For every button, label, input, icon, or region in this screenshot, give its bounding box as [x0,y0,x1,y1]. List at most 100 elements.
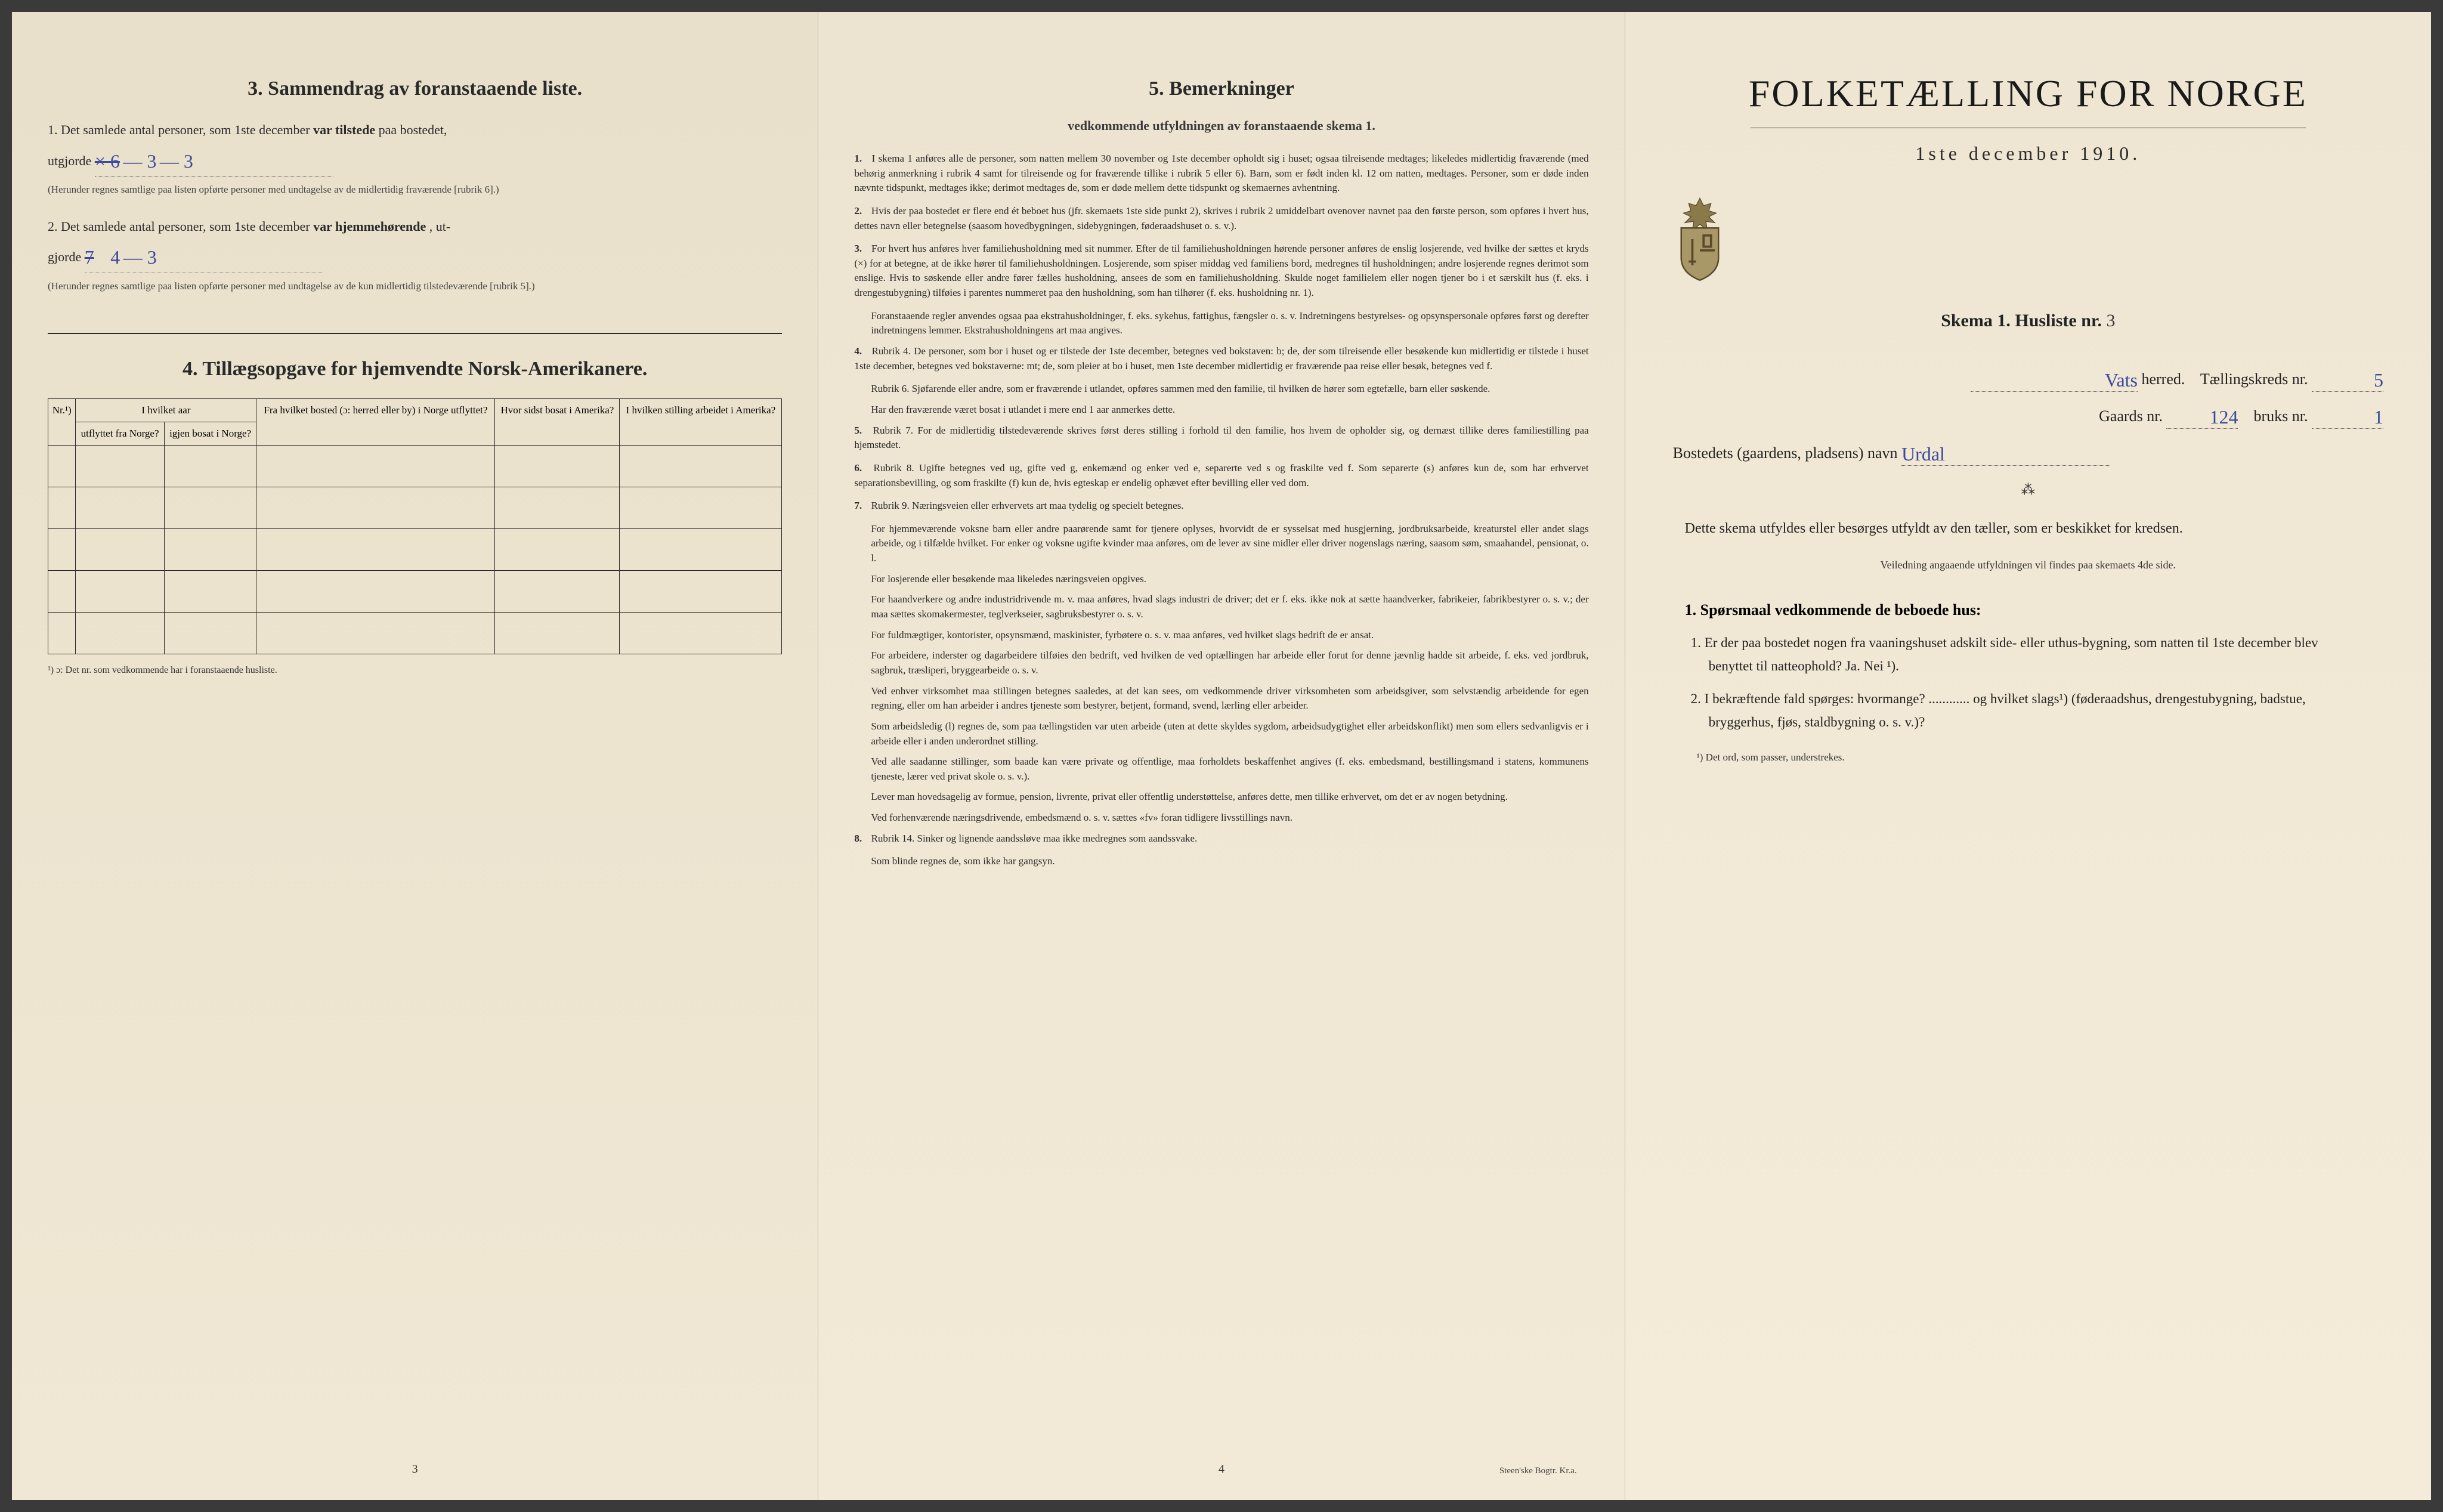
herred-line: Vats herred. Tællingskreds nr. 5 [1673,367,2383,389]
remark-extra: Som blinde regnes de, som ikke har gangs… [871,854,1588,869]
bosted-label: Bostedets (gaardens, pladsens) navn [1673,444,1898,462]
col-hvor-sidst: Hvor sidst bosat i Amerika? [495,398,620,445]
taellingskreds-value: 5 [2312,369,2383,392]
gaards-value: 124 [2166,406,2238,429]
right-footnote: ¹) Det ord, som passer, understrekes. [1697,752,2359,763]
item2-post: , ut- [429,219,450,234]
item2-bold: var hjemmehørende [313,219,426,234]
bruks-value: 1 [2312,406,2383,429]
remark-sub: Rubrik 6. Sjøfarende eller andre, som er… [871,382,1588,397]
table-row [48,570,782,612]
filler-instruction: Dette skema utfyldes eller besørges utfy… [1685,517,2371,541]
gaards-label: Gaards nr. [2099,407,2163,425]
fill-1: × 6 — 3 — 3 [95,142,333,177]
remark-item: 7. Rubrik 9. Næringsveien eller erhverve… [854,499,1588,514]
question-header: 1. Spørsmaal vedkommende de beboede hus: [1685,601,2371,619]
document-spread: 3. Sammendrag av foranstaaende liste. 1.… [12,12,2431,1500]
hw-dash-2: — [160,150,184,172]
page-number-3: 3 [412,1462,418,1476]
col-igjen: igjen bosat i Norge? [164,422,256,445]
remark-sub: For haandverkere og andre industridriven… [871,592,1588,622]
utgjorde-label: utgjorde [48,153,91,168]
hw1-a: 3 [147,150,156,172]
remark-item: 2. Hvis der paa bostedet er flere end ét… [854,204,1588,233]
question-1: 1. Er der paa bostedet nogen fra vaaning… [1709,631,2359,678]
table-row [48,612,782,654]
remark-sub: For hjemmeværende voksne barn eller andr… [871,522,1588,566]
col-fra-bosted: Fra hvilket bosted (ɔ: herred eller by) … [256,398,495,445]
divider [48,333,782,334]
section-5-title: 5. Bemerkninger [854,78,1588,100]
section-5-subtitle: vedkommende utfyldningen av foranstaaend… [854,118,1588,134]
skema-line: Skema 1. Husliste nr. 3 [1661,311,2395,331]
item1-post: paa bostedet, [379,122,447,137]
section-4-title: 4. Tillægsopgave for hjemvendte Norsk-Am… [48,358,782,381]
skema-label: Skema 1. Husliste nr. [1941,311,2102,330]
remark-item: 1. I skema 1 anføres alle de personer, s… [854,151,1588,196]
hw-dash-1: — [123,150,147,172]
section-3-title: 3. Sammendrag av foranstaaende liste. [48,78,782,100]
page-right: FOLKETÆLLING FOR NORGE 1ste december 191… [1625,12,2431,1500]
herred-value: Vats [1971,369,2138,392]
hw2-a: 4 [110,246,120,268]
bruks-label: bruks nr. [2253,407,2308,425]
remark-sub: Ved alle saadanne stillinger, som baade … [871,755,1588,784]
guidance-note: Veiledning angaaende utfyldningen vil fi… [1661,559,2395,571]
table-head: Nr.¹) I hvilket aar Fra hvilket bosted (… [48,398,782,445]
hw1-b: 3 [184,150,193,172]
col-nr: Nr.¹) [48,398,76,445]
emigrant-table: Nr.¹) I hvilket aar Fra hvilket bosted (… [48,398,782,654]
remark-sub: Har den fraværende været bosat i utlande… [871,403,1588,418]
herred-label: herred. [2141,370,2185,388]
table-body [48,445,782,654]
gjorde-label: gjorde [48,249,81,264]
question-2: 2. I bekræftende fald spørges: hvormange… [1709,687,2359,734]
table-row [48,487,782,528]
note1: (Herunder regnes samtlige paa listen opf… [48,184,499,195]
item-2: 2. Det samlede antal personer, som 1ste … [48,215,782,297]
remark-extra: Foranstaaende regler anvendes ogsaa paa … [871,309,1588,338]
col-stilling: I hvilken stilling arbeidet i Amerika? [620,398,782,445]
remark-sub: Som arbeidsledig (l) regnes de, som paa … [871,719,1588,749]
remark-item: 5. Rubrik 7. For de midlertidig tilstede… [854,423,1588,453]
item2-pre: 2. Det samlede antal personer, som 1ste … [48,219,310,234]
gaards-line: Gaards nr. 124 bruks nr. 1 [1673,404,2383,426]
col-utflyttet: utflyttet fra Norge? [76,422,164,445]
item1-pre: 1. Det samlede antal personer, som 1ste … [48,122,310,137]
remark-sub: For arbeidere, inderster og dagarbeidere… [871,648,1588,678]
remark-sub: For fuldmægtiger, kontorister, opsynsmæn… [871,628,1588,643]
hw2-b: 3 [147,246,157,268]
remark-item: 8. Rubrik 14. Sinker og lignende aandssl… [854,831,1588,846]
remarks-list: 1. I skema 1 anføres alle de personer, s… [854,151,1588,869]
hw-dash-3: — [123,246,147,268]
printer-mark: Steen'ske Bogtr. Kr.a. [1499,1466,1577,1476]
table-footnote: ¹) ɔ: Det nr. som vedkommende har i fora… [48,665,782,676]
remark-sub: Ved forhenværende næringsdrivende, embed… [871,811,1588,825]
page-center: 5. Bemerkninger vedkommende utfyldningen… [818,12,1625,1500]
ornament-icon: ⁂ [1661,481,2395,499]
header-row-1: Nr.¹) I hvilket aar Fra hvilket bosted (… [48,398,782,422]
fill-2: 7 4 — 3 [85,238,323,273]
remark-sub: Lever man hovedsagelig av formue, pensio… [871,790,1588,805]
item-1: 1. Det samlede antal personer, som 1ste … [48,118,782,200]
husliste-number: 3 [2106,311,2115,330]
table-row [48,445,782,487]
hw1-crossed: × 6 [95,150,120,172]
item1-bold: var tilstede [313,122,375,137]
census-date: 1ste december 1910. [1661,143,2395,165]
page-left: 3. Sammendrag av foranstaaende liste. 1.… [12,12,818,1500]
coat-of-arms-icon [1661,194,1739,284]
note2: (Herunder regnes samtlige paa listen opf… [48,280,535,292]
remark-item: 4. Rubrik 4. De personer, som bor i huse… [854,344,1588,373]
page-number-4: 4 [1219,1462,1224,1476]
taellingskreds-label: Tællingskreds nr. [2200,370,2308,388]
remark-item: 6. Rubrik 8. Ugifte betegnes ved ug, gif… [854,461,1588,490]
remark-item: 3. For hvert hus anføres hver familiehus… [854,242,1588,301]
remark-sub: Ved enhver virksomhet maa stillingen bet… [871,684,1588,713]
bosted-value: Urdal [1901,443,2110,466]
main-title: FOLKETÆLLING FOR NORGE [1661,72,2395,116]
hw2-crossed: 7 [85,246,94,268]
col-aar-group: I hvilket aar [76,398,256,422]
bosted-line: Bostedets (gaardens, pladsens) navn Urda… [1673,441,2383,463]
table-row [48,528,782,570]
